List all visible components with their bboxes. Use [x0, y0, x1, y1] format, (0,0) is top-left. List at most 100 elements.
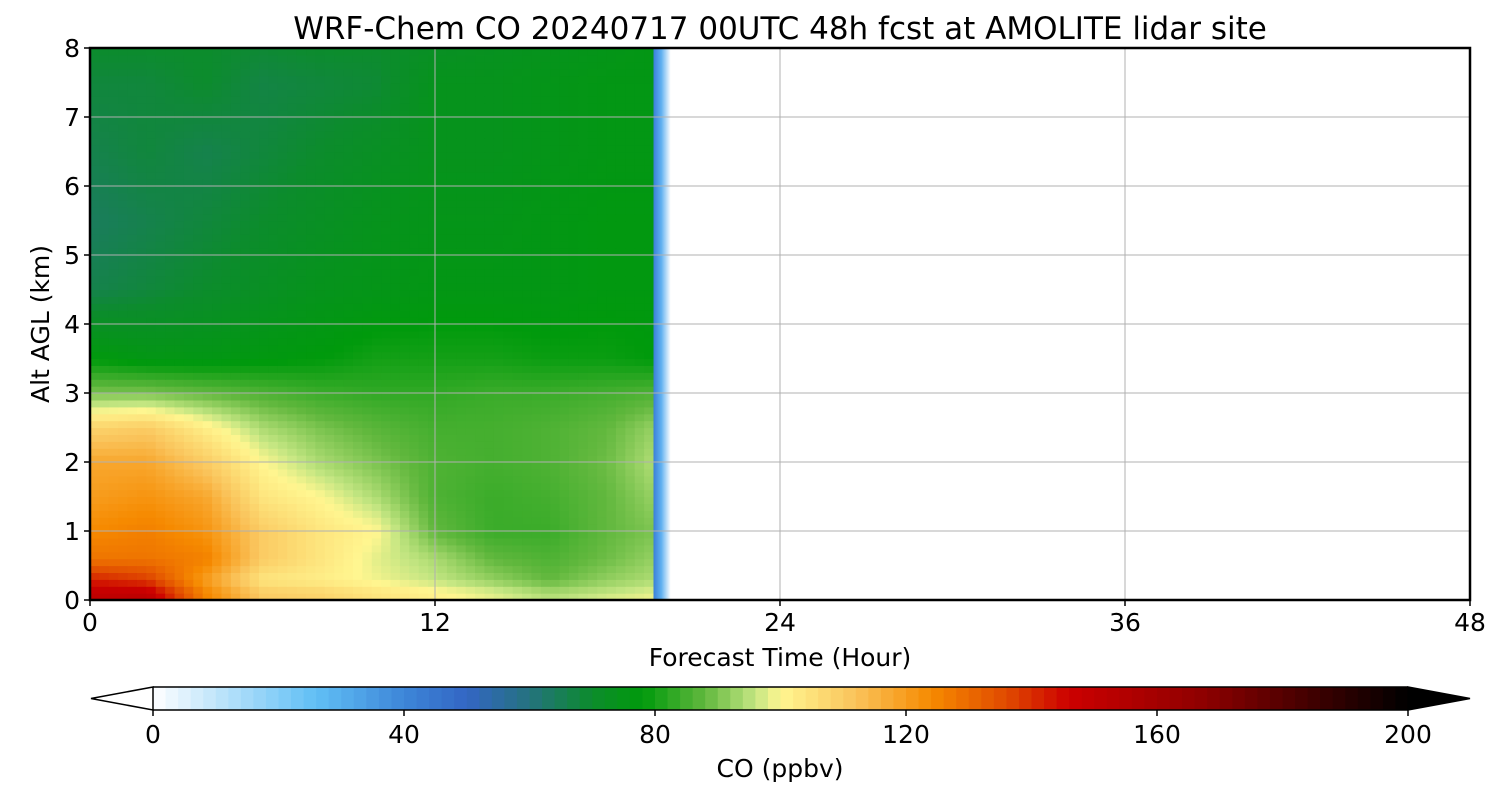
heatmap-cell: [522, 462, 533, 470]
heatmap-cell: [493, 365, 504, 373]
heatmap-cell: [315, 386, 326, 394]
heatmap-cell: [249, 420, 260, 429]
heatmap-cell: [456, 531, 467, 539]
heatmap-cell: [381, 289, 392, 297]
heatmap-cell: [550, 234, 561, 242]
heatmap-cell: [475, 330, 486, 339]
heatmap-cell: [127, 420, 138, 429]
heatmap-cell: [634, 393, 645, 401]
heatmap-cell: [249, 344, 260, 353]
heatmap-cell: [230, 192, 241, 201]
heatmap-cell: [550, 103, 561, 111]
heatmap-cell: [456, 213, 467, 222]
heatmap-cell: [531, 275, 542, 284]
heatmap-cell: [146, 448, 157, 456]
heatmap-cell: [381, 165, 392, 173]
heatmap-cell: [240, 130, 251, 139]
heatmap-cell: [212, 89, 223, 97]
heatmap-cell: [108, 117, 119, 125]
heatmap-cell: [484, 351, 495, 360]
heatmap-cell: [277, 172, 288, 180]
heatmap-cell: [644, 524, 655, 532]
heatmap-cell: [615, 317, 626, 325]
colorbar-segment: [742, 687, 756, 710]
heatmap-cell: [221, 344, 232, 353]
heatmap-cell: [315, 393, 326, 401]
heatmap-cell: [324, 227, 335, 235]
heatmap-cell: [259, 406, 270, 415]
heatmap-cell: [287, 510, 298, 518]
heatmap-cell: [503, 517, 514, 525]
heatmap-cell: [409, 317, 420, 325]
heatmap-cell: [418, 551, 429, 560]
heatmap-cell: [362, 61, 373, 70]
heatmap-cell: [644, 344, 655, 353]
heatmap-cell: [127, 255, 138, 263]
heatmap-cell: [343, 337, 354, 346]
heatmap-cell: [230, 441, 241, 449]
heatmap-cell: [475, 151, 486, 159]
heatmap-cell: [484, 558, 495, 567]
heatmap-cell: [202, 68, 213, 77]
heatmap-cell: [625, 468, 636, 477]
heatmap-cell: [568, 324, 579, 332]
heatmap-cell: [174, 551, 185, 560]
heatmap-cell: [568, 137, 579, 146]
heatmap-cell: [127, 496, 138, 504]
heatmap-cell: [503, 48, 514, 56]
heatmap-cell: [597, 510, 608, 518]
heatmap-cell: [428, 524, 439, 532]
heatmap-cell: [381, 365, 392, 373]
heatmap-cell: [193, 172, 204, 180]
heatmap-cell: [268, 268, 279, 277]
heatmap-cell: [183, 544, 194, 553]
heatmap-cell: [512, 179, 523, 187]
heatmap-cell: [606, 406, 617, 415]
heatmap-cell: [230, 234, 241, 242]
heatmap-cell: [428, 303, 439, 311]
heatmap-cell: [193, 282, 204, 291]
heatmap-cell: [578, 351, 589, 360]
heatmap-cell: [268, 179, 279, 187]
heatmap-cell: [249, 517, 260, 525]
heatmap-cell: [456, 482, 467, 491]
heatmap-cell: [155, 151, 166, 159]
heatmap-cell: [644, 351, 655, 360]
heatmap-cell: [99, 186, 110, 194]
heatmap-cell: [193, 531, 204, 539]
heatmap-cell: [512, 268, 523, 277]
heatmap-cell: [221, 324, 232, 332]
heatmap-cell: [409, 310, 420, 318]
heatmap-cell: [446, 303, 457, 311]
heatmap-cell: [615, 399, 626, 408]
heatmap-cell: [221, 117, 232, 125]
heatmap-cell: [597, 199, 608, 208]
heatmap-cell: [240, 303, 251, 311]
heatmap-cell: [531, 510, 542, 518]
heatmap-cell: [324, 213, 335, 222]
heatmap-cell: [390, 510, 401, 518]
heatmap-cell: [418, 103, 429, 111]
heatmap-cell: [99, 496, 110, 504]
heatmap-cell: [306, 462, 316, 470]
heatmap-cell: [512, 489, 523, 498]
heatmap-cell: [362, 268, 373, 277]
heatmap-cell: [146, 558, 157, 567]
heatmap-cell: [352, 358, 363, 366]
heatmap-cell: [334, 441, 345, 449]
heatmap-cell: [259, 234, 270, 242]
heatmap-cell: [371, 537, 382, 546]
heatmap-cell: [136, 248, 147, 256]
heatmap-cell: [99, 441, 110, 449]
heatmap-cell: [456, 496, 467, 504]
heatmap-cell: [456, 192, 467, 201]
heatmap-cell: [531, 144, 542, 153]
heatmap-cell: [324, 289, 335, 297]
heatmap-cell: [475, 103, 486, 111]
heatmap-cell: [390, 234, 401, 242]
heatmap-cell: [174, 413, 185, 422]
heatmap-cell: [249, 358, 260, 366]
heatmap-cell: [399, 489, 410, 498]
heatmap-cell: [418, 227, 429, 235]
heatmap-cell: [550, 351, 561, 360]
